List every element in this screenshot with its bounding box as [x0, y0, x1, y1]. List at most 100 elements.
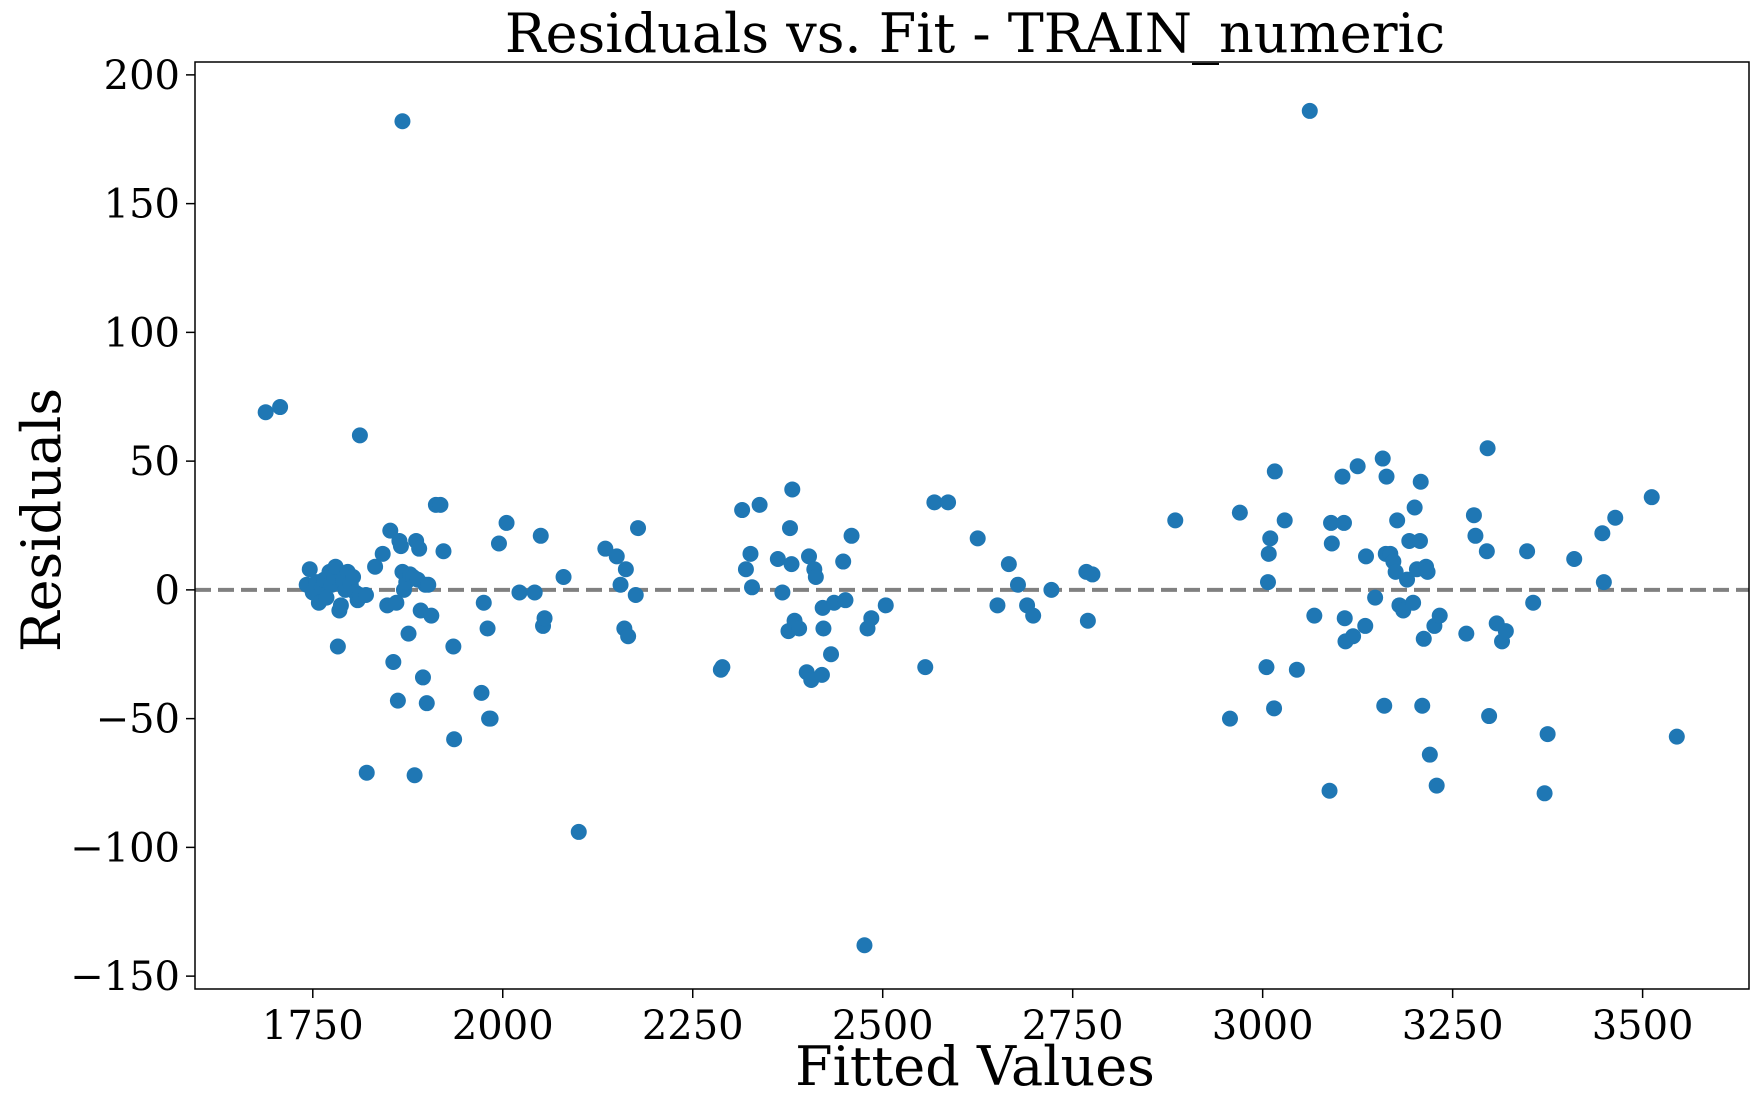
scatter-point — [1336, 610, 1353, 627]
scatter-point — [473, 684, 490, 701]
scatter-point — [1389, 512, 1406, 529]
scatter-point — [801, 548, 818, 565]
y-tick-label: 0 — [155, 568, 180, 614]
scatter-point — [1259, 574, 1276, 591]
scatter-point — [1595, 574, 1612, 591]
chart-title: Residuals vs. Fit - TRAIN_numeric — [505, 2, 1445, 65]
scatter-point — [1084, 566, 1101, 583]
scatter-point — [1345, 628, 1362, 645]
scatter-point — [1025, 607, 1042, 624]
scatter-point — [446, 731, 463, 748]
scatter-point — [782, 520, 799, 537]
scatter-point — [608, 548, 625, 565]
scatter-point — [423, 607, 440, 624]
scatter-point — [1323, 514, 1340, 531]
scatter-point — [345, 569, 362, 585]
scatter-point — [835, 553, 852, 570]
scatter-point — [926, 494, 943, 511]
x-axis-label: Fitted Values — [795, 1035, 1155, 1098]
scatter-point — [511, 584, 528, 601]
scatter-point — [1525, 594, 1542, 611]
scatter-point — [1465, 507, 1482, 524]
scatter-point — [414, 669, 431, 686]
scatter-point — [389, 692, 406, 709]
scatter-point — [1467, 527, 1484, 544]
scatter-point — [351, 427, 368, 444]
scatter-point — [917, 659, 934, 676]
scatter-point — [432, 496, 449, 513]
scatter-point — [630, 520, 647, 537]
scatter-point — [863, 610, 880, 627]
scatter-point — [1405, 594, 1422, 611]
scatter-point — [327, 558, 344, 575]
scatter-point — [1668, 728, 1685, 745]
y-tick-label: −150 — [70, 954, 180, 1000]
scatter-point — [783, 556, 800, 573]
scatter-point — [479, 620, 496, 637]
scatter-point — [734, 502, 751, 519]
scatter-point — [1288, 661, 1305, 678]
scatter-point — [1481, 708, 1498, 725]
scatter-point — [742, 545, 759, 562]
scatter-point — [807, 569, 824, 585]
scatter-point — [1539, 726, 1556, 743]
y-tick-label: 150 — [104, 182, 180, 228]
scatter-point — [532, 527, 549, 544]
scatter-point — [969, 530, 986, 547]
scatter-point — [597, 540, 614, 557]
scatter-point — [1536, 785, 1553, 802]
scatter-point — [737, 561, 754, 578]
scatter-point — [392, 538, 409, 555]
scatter-point — [1334, 468, 1351, 485]
scatter-point — [1262, 530, 1279, 547]
scatter-point — [374, 545, 391, 562]
scatter-point — [490, 535, 507, 552]
scatter-point — [1221, 710, 1238, 727]
scatter-point — [1000, 556, 1017, 573]
scatter-point — [257, 404, 274, 421]
y-axis-label: Residuals — [10, 388, 73, 652]
scatter-point — [526, 584, 543, 601]
scatter-point — [301, 561, 318, 578]
x-tick-label: 3250 — [1402, 1003, 1504, 1049]
scatter-point — [751, 496, 768, 513]
scatter-point — [1414, 697, 1431, 714]
scatter-point — [388, 594, 405, 611]
y-tick-label: −100 — [70, 825, 180, 871]
plot-area-frame — [194, 61, 1750, 990]
scatter-point — [813, 666, 830, 683]
scatter-point — [1421, 746, 1438, 763]
scatter-point — [744, 579, 761, 596]
scatter-point — [332, 597, 349, 614]
scatter-point — [1043, 581, 1060, 598]
scatter-point — [1258, 659, 1275, 676]
scatter-point — [823, 646, 840, 663]
scatter-point — [482, 710, 499, 727]
scatter-point — [1594, 525, 1611, 542]
scatter-point — [1167, 512, 1184, 529]
scatter-point — [612, 576, 629, 593]
scatter-point — [1349, 458, 1366, 475]
scatter-point — [445, 638, 462, 655]
scatter-point — [1478, 543, 1495, 560]
scatter-point — [1387, 563, 1404, 580]
scatter-point — [1519, 543, 1536, 560]
x-tick-label: 3500 — [1592, 1003, 1694, 1049]
scatter-point — [1419, 563, 1436, 580]
scatter-point — [1479, 440, 1496, 457]
x-tick-label: 2250 — [642, 1003, 744, 1049]
scatter-point — [475, 594, 492, 611]
scatter-point — [989, 597, 1006, 614]
scatter-point — [1301, 102, 1318, 119]
scatter-point — [1079, 612, 1096, 629]
scatter-point — [856, 937, 873, 954]
scatter-point — [411, 540, 428, 557]
scatter-point — [837, 592, 854, 609]
scatter-point — [1231, 504, 1248, 521]
x-tick-label: 3000 — [1212, 1003, 1314, 1049]
scatter-point — [418, 695, 435, 712]
scatter-point — [1276, 512, 1293, 529]
scatter-point — [815, 620, 832, 637]
scatter-point — [367, 558, 384, 575]
scatter-point — [272, 399, 289, 416]
